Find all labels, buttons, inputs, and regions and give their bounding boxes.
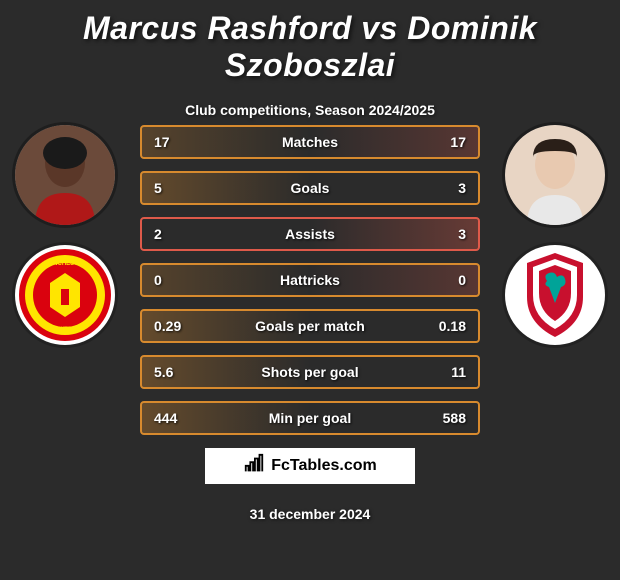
- svg-text:UNITED: UNITED: [54, 327, 77, 333]
- svg-text:MANCHESTER: MANCHESTER: [44, 261, 87, 267]
- stat-value-right: 0.18: [406, 318, 466, 334]
- stat-row: 444Min per goal588: [140, 401, 480, 435]
- stat-value-left: 5: [154, 180, 214, 196]
- logo-text: FcTables.com: [271, 457, 377, 475]
- stats-block: 17Matches17 5Goals3 2Assists3 0Hattricks0 0.…: [140, 125, 480, 435]
- player-left-avatar: [15, 125, 115, 225]
- stat-value-left: 2: [154, 226, 214, 242]
- stat-row: 17Matches17: [140, 125, 480, 159]
- stat-value-right: 0: [406, 272, 466, 288]
- stat-value-left: 17: [154, 134, 214, 150]
- club-right-crest: [505, 245, 605, 345]
- stat-row: 5Goals3: [140, 171, 480, 205]
- stat-value-left: 5.6: [154, 364, 214, 380]
- right-column: [500, 125, 610, 345]
- page-title: Marcus Rashford vs Dominik Szoboszlai: [0, 0, 620, 84]
- stat-row: 0.29Goals per match0.18: [140, 309, 480, 343]
- stat-value-right: 17: [406, 134, 466, 150]
- stat-value-left: 0: [154, 272, 214, 288]
- club-left-crest: MANCHESTER UNITED: [15, 245, 115, 345]
- stat-row: 2Assists3: [140, 217, 480, 251]
- stat-value-right: 588: [406, 410, 466, 426]
- player-right-avatar: [505, 125, 605, 225]
- stat-value-left: 0.29: [154, 318, 214, 334]
- stat-value-right: 3: [406, 180, 466, 196]
- subtitle: Club competitions, Season 2024/2025: [0, 102, 620, 118]
- stat-row: 0Hattricks0: [140, 263, 480, 297]
- stat-value-left: 444: [154, 410, 214, 426]
- stat-row: 5.6Shots per goal11: [140, 355, 480, 389]
- stat-value-right: 3: [406, 226, 466, 242]
- stat-value-right: 11: [406, 364, 466, 380]
- date-text: 31 december 2024: [0, 506, 620, 522]
- left-column: MANCHESTER UNITED: [10, 125, 120, 345]
- chart-icon: [243, 453, 265, 480]
- fctables-logo: FcTables.com: [205, 448, 415, 484]
